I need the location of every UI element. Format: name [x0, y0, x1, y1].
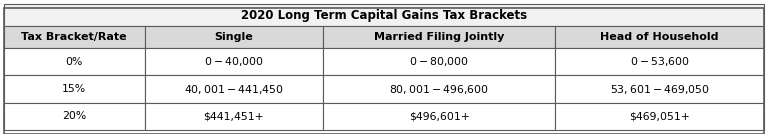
Bar — [323, 48, 555, 75]
Bar — [144, 103, 323, 130]
Text: $441,451+: $441,451+ — [204, 111, 264, 121]
Text: 0%: 0% — [65, 57, 83, 67]
Bar — [4, 48, 144, 75]
Text: Married Filing Jointly: Married Filing Jointly — [374, 32, 505, 42]
Bar — [144, 26, 323, 48]
Text: $0 - $40,000: $0 - $40,000 — [204, 55, 263, 68]
Text: $0 - $80,000: $0 - $80,000 — [409, 55, 469, 68]
Bar — [323, 103, 555, 130]
Text: 20%: 20% — [62, 111, 87, 121]
Text: $40,001 - $441,450: $40,001 - $441,450 — [184, 83, 284, 96]
Text: $0 - $53,600: $0 - $53,600 — [630, 55, 690, 68]
Bar — [144, 48, 323, 75]
Bar — [555, 75, 764, 103]
Text: Head of Household: Head of Household — [601, 32, 719, 42]
Text: Tax Bracket/Rate: Tax Bracket/Rate — [22, 32, 127, 42]
Bar — [555, 103, 764, 130]
Text: 15%: 15% — [62, 84, 86, 94]
Text: 2020 Long Term Capital Gains Tax Brackets: 2020 Long Term Capital Gains Tax Bracket… — [241, 8, 527, 21]
Bar — [555, 48, 764, 75]
Bar — [4, 75, 144, 103]
Bar — [555, 26, 764, 48]
Text: Single: Single — [214, 32, 253, 42]
Text: $469,051+: $469,051+ — [629, 111, 690, 121]
Bar — [4, 103, 144, 130]
Text: $80,001 - $496,600: $80,001 - $496,600 — [389, 83, 489, 96]
Text: $496,601+: $496,601+ — [409, 111, 469, 121]
Bar — [4, 26, 144, 48]
Bar — [4, 4, 764, 26]
Text: $53,601 - $469,050: $53,601 - $469,050 — [610, 83, 710, 96]
Bar — [144, 75, 323, 103]
Bar — [323, 75, 555, 103]
Bar — [323, 26, 555, 48]
